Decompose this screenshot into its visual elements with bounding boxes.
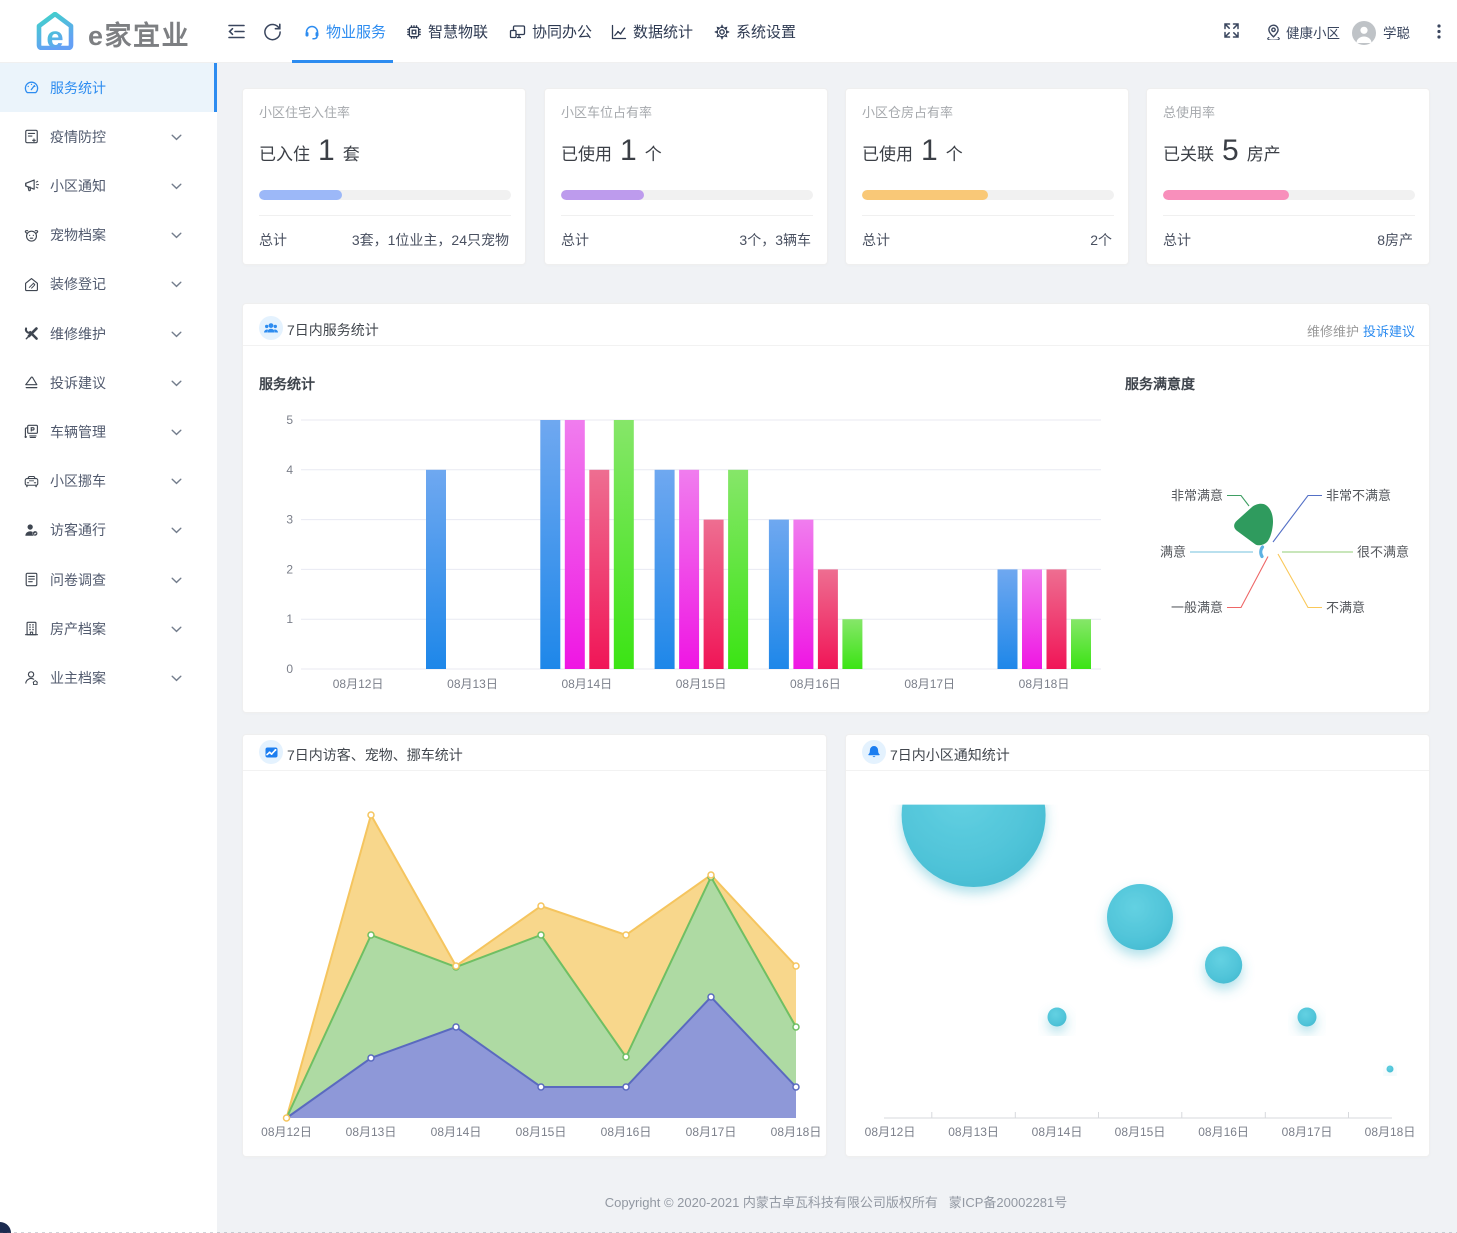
svg-text:很不满意: 很不满意 — [1357, 545, 1409, 560]
svg-text:08月18日: 08月18日 — [1365, 1125, 1416, 1139]
svg-text:e: e — [46, 20, 63, 51]
svg-text:08月14日: 08月14日 — [431, 1125, 482, 1139]
svg-text:08月14日: 08月14日 — [561, 677, 612, 691]
svg-text:08月12日: 08月12日 — [261, 1125, 312, 1139]
svg-text:5: 5 — [286, 413, 293, 427]
svg-text:08月17日: 08月17日 — [904, 677, 955, 691]
svg-text:08月13日: 08月13日 — [447, 677, 498, 691]
svg-text:08月15日: 08月15日 — [1115, 1125, 1166, 1139]
svg-text:不满意: 不满意 — [1326, 600, 1365, 615]
svg-text:08月15日: 08月15日 — [676, 677, 727, 691]
svg-text:非常满意: 非常满意 — [1171, 488, 1223, 503]
svg-text:08月12日: 08月12日 — [333, 677, 384, 691]
svg-text:08月17日: 08月17日 — [1282, 1125, 1333, 1139]
svg-text:08月13日: 08月13日 — [948, 1125, 999, 1139]
svg-text:一般满意: 一般满意 — [1171, 600, 1223, 615]
svg-text:4: 4 — [286, 463, 293, 477]
svg-text:08月16日: 08月16日 — [790, 677, 841, 691]
svg-text:满意: 满意 — [1160, 545, 1186, 560]
svg-text:08月15日: 08月15日 — [516, 1125, 567, 1139]
svg-text:3: 3 — [286, 513, 293, 527]
svg-text:08月14日: 08月14日 — [1032, 1125, 1083, 1139]
svg-text:08月18日: 08月18日 — [1019, 677, 1070, 691]
svg-text:非常不满意: 非常不满意 — [1326, 488, 1391, 503]
svg-text:08月16日: 08月16日 — [601, 1125, 652, 1139]
svg-text:2: 2 — [286, 562, 293, 576]
svg-text:08月18日: 08月18日 — [771, 1125, 822, 1139]
svg-text:0: 0 — [286, 662, 293, 676]
svg-text:08月13日: 08月13日 — [346, 1125, 397, 1139]
svg-text:1: 1 — [286, 612, 293, 626]
svg-text:08月16日: 08月16日 — [1198, 1125, 1249, 1139]
svg-text:08月12日: 08月12日 — [865, 1125, 916, 1139]
svg-text:08月17日: 08月17日 — [686, 1125, 737, 1139]
